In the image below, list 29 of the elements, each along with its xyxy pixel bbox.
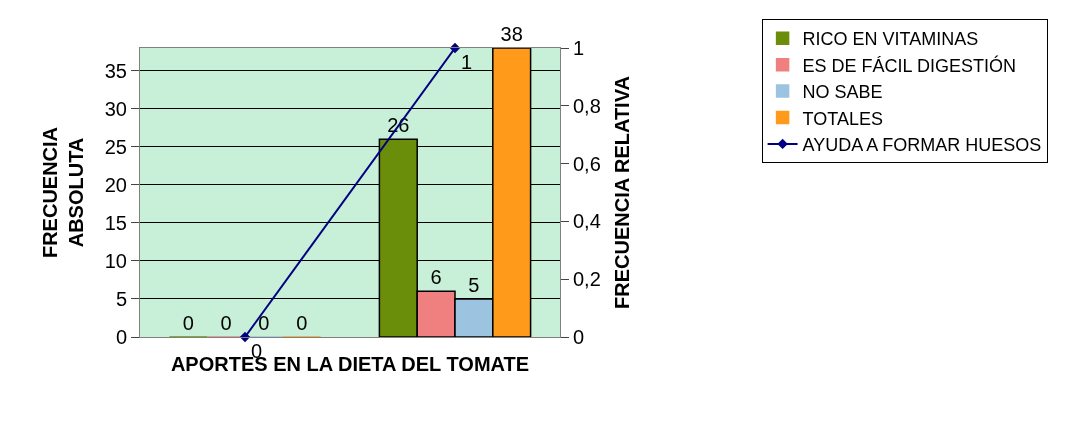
y-tick-label: 35 [104, 59, 127, 82]
y-tick-label: 15 [104, 211, 127, 234]
y-tick-label: 10 [104, 249, 127, 272]
y-tick-label: 25 [104, 135, 127, 158]
data-label: 0 [296, 312, 308, 334]
y-tick-label: 20 [104, 173, 127, 196]
legend-label: TOTALES [802, 108, 883, 129]
y2-tick-label: 0 [573, 326, 585, 348]
y2-axis-title: FRECUENCIA RELATIVA [611, 76, 634, 309]
legend-label: RICO EN VITAMINAS [802, 29, 979, 50]
legend-label: AYUDA A FORMAR HUESOS [802, 134, 1042, 155]
y-axis-title: FRECUENCIA ABSOLUTA [39, 126, 88, 259]
y-tick-label: 30 [104, 97, 127, 120]
data-label: 0 [182, 312, 194, 334]
data-label: 6 [430, 266, 442, 289]
y-tick-label: 5 [115, 287, 127, 310]
y2-tick-label: 0,8 [573, 94, 601, 117]
y2-tick-label: 1 [573, 37, 585, 59]
legend-label: ES DE FÁCIL DIGESTIÓN [802, 54, 1016, 76]
y2-tick-label: 0,6 [573, 152, 601, 175]
y2-tick-label: 0,4 [573, 210, 601, 233]
legend-label: NO SABE [802, 82, 883, 103]
data-label: 0 [220, 312, 232, 334]
data-label: 38 [500, 23, 523, 45]
data-label: 5 [468, 273, 480, 296]
data-label: 1 [461, 51, 473, 73]
y2-tick-label: 0,2 [573, 268, 601, 291]
y-tick-label: 0 [115, 326, 127, 348]
data-label: 0 [258, 312, 270, 334]
